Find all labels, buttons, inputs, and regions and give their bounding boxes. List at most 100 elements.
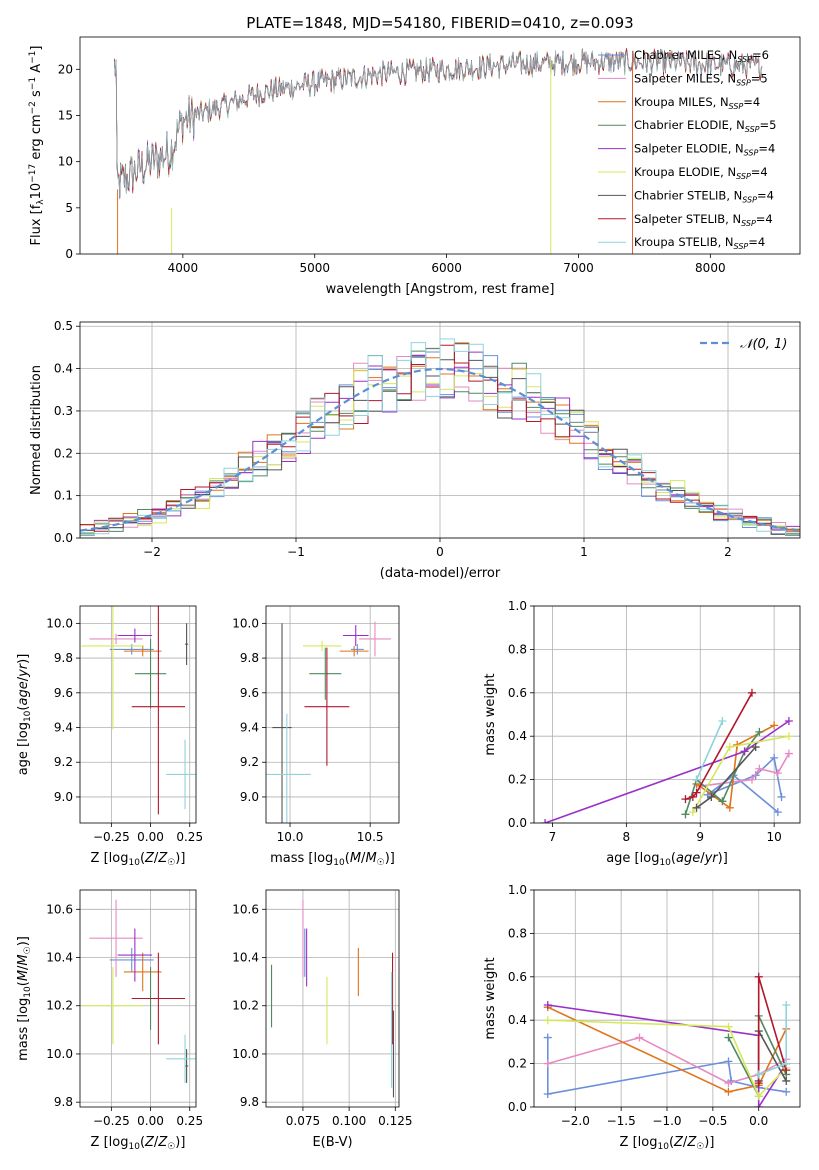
y-tick-label: 10.4 (46, 951, 73, 965)
y-tick-label: 0.6 (508, 970, 527, 984)
errorbar-salpeter-elodie (117, 628, 153, 643)
y-tick-label: 10.4 (232, 951, 259, 965)
y-tick-label: 10 (58, 155, 73, 169)
mass_vs_Z-errorbars (81, 899, 196, 1083)
mass_vs_Z-axes: −0.25 0.00 0.25 9.8 10.0 10.2 10.4 10.6 (46, 890, 203, 1128)
y-tick-label: 9.4 (240, 721, 259, 735)
weight-series-salpeter-stelib (754, 972, 791, 1088)
errorbar-chabrier-elodie (134, 638, 167, 709)
age_vs_mass-errorbars (266, 621, 391, 823)
weight-marker (692, 788, 701, 797)
x-tick-label: 8 (623, 830, 631, 844)
legend-label-salpeter-miles: Salpeter MILES, NSSP=5 (634, 71, 768, 87)
weight-line (685, 692, 753, 800)
age_vs_mass-axes: 10.0 10.5 9.0 9.2 9.4 9.6 9.8 10.0 (232, 606, 399, 844)
residuals-frame (79, 321, 801, 539)
y-tick-label: 10.0 (232, 616, 259, 630)
y-tick-label: 10.0 (46, 1047, 73, 1061)
weight-marker (541, 819, 550, 823)
weight-series-salpeter-stelib (681, 688, 756, 804)
weight-marker (724, 1033, 733, 1042)
errorbar-kroupa-elodie (302, 640, 342, 652)
weight-marker (755, 727, 764, 736)
weight-marker (543, 1089, 552, 1098)
y-tick-label: 0.6 (508, 686, 527, 700)
x-tick-label: 0.00 (137, 830, 164, 844)
x-tick-label: 0 (436, 545, 444, 559)
y-tick-label: 0.5 (54, 319, 73, 333)
weight-series-chabrier-stelib (692, 743, 760, 812)
y-tick-label: 20 (58, 62, 73, 76)
y-tick-label: 9.0 (54, 790, 73, 804)
y-tick-label: 9.0 (240, 790, 259, 804)
weight-marker (784, 717, 793, 726)
x-tick-label: 10.0 (277, 830, 304, 844)
spectrum-line-kroupa-stelib (113, 49, 763, 197)
weight-marker (707, 792, 716, 801)
weight-marker (784, 749, 793, 758)
legend-label-chabrier-stelib: Chabrier STELIB, NSSP=4 (634, 188, 774, 204)
weight-marker (751, 743, 760, 752)
x-tick-label: −1 (287, 545, 305, 559)
x-tick-label: −0.5 (698, 1114, 727, 1128)
errorbar-chabrier-stelib (272, 623, 292, 823)
weight_vs_Z-ylabel: mass weight (483, 957, 498, 1039)
y-tick-label: 0.2 (54, 446, 73, 460)
mass_vs_Z-xlabel: Z [log10(Z/Z☉)] (91, 1135, 186, 1152)
y-tick-label: 0.0 (54, 531, 73, 545)
x-tick-label: 4000 (168, 261, 199, 275)
weight-marker (692, 775, 701, 784)
weight_vs_age-axes: 7 8 9 10 0.0 0.2 0.4 0.6 0.8 1.0 (508, 599, 800, 844)
legend-label-normal: 𝒩(0, 1) (740, 337, 787, 352)
weight-line (727, 1015, 787, 1097)
weight-marker (740, 747, 749, 756)
weight-marker (773, 769, 782, 778)
x-tick-label: 9 (696, 830, 704, 844)
y-tick-label: 9.8 (240, 651, 259, 665)
weight-series-kroupa-elodie (688, 732, 793, 817)
errorbar-salpeter-elodie (117, 928, 153, 982)
y-tick-label: 0.4 (508, 1013, 527, 1027)
weight-marker (770, 753, 779, 762)
legend-label-salpeter-elodie: Salpeter ELODIE, NSSP=4 (634, 142, 775, 158)
errorbar-salpeter-stelib (131, 606, 186, 815)
errorbar-salpeter-miles (89, 633, 143, 645)
x-tick-label: 0.25 (176, 1114, 203, 1128)
weight-marker (543, 1033, 552, 1042)
x-tick-label: 0.125 (378, 1114, 412, 1128)
errorbar-chabrier-elodie (309, 647, 342, 700)
normal-curve (80, 367, 800, 532)
errorbar-salpeter-miles (358, 621, 391, 657)
weight-marker (688, 792, 697, 801)
spectrum-ylabel: Flux [fλ10−17 erg cm−2 s−1 A−1] (28, 46, 46, 246)
errorbar-salpeter-stelib (131, 952, 186, 1045)
y-tick-label: 0.2 (508, 1057, 527, 1071)
mass_vs_Z-ylabel: mass [log10(M/M☉)] (16, 936, 33, 1061)
age_vs_Z-ylabel: age [log10(age/yr)] (16, 654, 33, 776)
errorbar-kroupa-elodie (81, 606, 145, 730)
weight_vs_Z-axes: −2.0 −1.5 −1.0 −0.5 0.0 0.0 0.2 0.4 0.6 0.8 1.0 (508, 883, 800, 1128)
weight-marker (755, 764, 764, 773)
weight-marker (782, 1059, 791, 1068)
weight_vs_Z-xlabel: Z [log10(Z/Z☉)] (620, 1135, 715, 1152)
mass_vs_Z-frame (79, 889, 197, 1108)
mass_vs_ebv-frame (265, 889, 400, 1108)
legend-label-kroupa-stelib: Kroupa STELIB, NSSP=4 (634, 235, 765, 251)
y-tick-label: 9.6 (240, 686, 259, 700)
weight-marker (725, 803, 734, 812)
errorbar-salpeter-stelib (304, 647, 350, 766)
errorbar-kroupa-stelib (166, 1034, 196, 1083)
x-tick-label: −2 (143, 545, 161, 559)
weight-marker (754, 1079, 763, 1088)
legend-label-kroupa-elodie: Kroupa ELODIE, NSSP=4 (634, 165, 768, 181)
y-tick-label: 9.8 (54, 1095, 73, 1109)
residuals-xlabel: (data-model)/error (380, 566, 501, 581)
age_vs_mass-frame (265, 605, 400, 824)
y-tick-label: 10.2 (232, 999, 259, 1013)
y-tick-label: 0.0 (508, 816, 527, 830)
y-tick-label: 10.0 (46, 616, 73, 630)
weight-marker (754, 1070, 763, 1079)
age_vs_Z-axes: −0.25 0.00 0.25 9.0 9.2 9.4 9.6 9.8 10.0 (46, 606, 203, 844)
weight-line (695, 720, 724, 780)
